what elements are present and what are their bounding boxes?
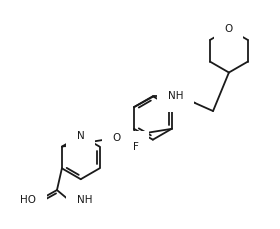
Text: NH: NH — [168, 91, 183, 101]
Text: HO: HO — [20, 195, 36, 205]
Text: N: N — [77, 131, 85, 141]
Text: NH: NH — [77, 195, 92, 205]
Text: F: F — [133, 142, 139, 152]
Text: O: O — [225, 24, 233, 34]
Text: O: O — [113, 133, 121, 143]
